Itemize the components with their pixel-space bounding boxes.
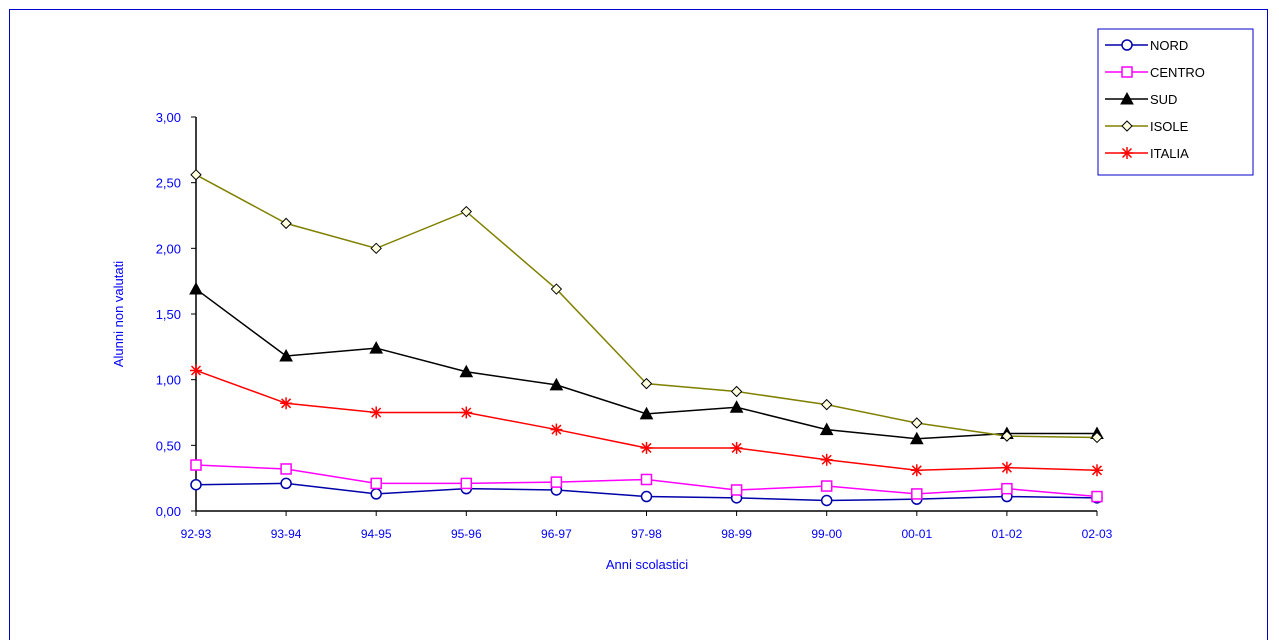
- legend-label: NORD: [1150, 38, 1188, 53]
- data-point: [730, 441, 743, 454]
- x-tick-label: 99-00: [811, 527, 842, 541]
- data-point: [190, 478, 202, 491]
- data-point: [1121, 66, 1133, 78]
- data-point: [370, 477, 382, 490]
- data-point: [369, 341, 384, 354]
- data-point: [460, 406, 473, 419]
- x-axis-label: Anni scolastici: [606, 557, 688, 572]
- data-point: [370, 242, 382, 255]
- data-point: [820, 480, 833, 492]
- data-point: [820, 398, 833, 411]
- data-point: [639, 406, 654, 420]
- data-point: [1121, 39, 1133, 51]
- data-point: [909, 431, 924, 445]
- data-point: [911, 488, 923, 500]
- data-point: [460, 205, 473, 218]
- x-tick-label: 94-95: [361, 527, 392, 541]
- series-group: [189, 169, 1104, 507]
- data-point: [190, 459, 202, 471]
- data-point: [1120, 91, 1134, 105]
- legend-item: ITALIA: [1105, 146, 1189, 161]
- data-point: [640, 441, 653, 454]
- data-point: [1091, 431, 1103, 444]
- data-point: [820, 494, 833, 507]
- y-tick-label: 2,50: [156, 176, 181, 191]
- data-point: [640, 490, 653, 503]
- data-point: [1001, 430, 1013, 442]
- legend-label: SUD: [1150, 92, 1177, 107]
- x-tick-label: 01-02: [992, 527, 1023, 541]
- data-point: [280, 463, 292, 475]
- data-point: [1121, 147, 1133, 159]
- data-point: [730, 484, 743, 496]
- data-point: [640, 377, 653, 390]
- y-tick-label: 1,00: [156, 373, 181, 388]
- legend: NORD CENTRO SUD ISOLE ITALIA: [1097, 28, 1254, 176]
- data-point: [370, 406, 383, 419]
- series-sud: [189, 282, 1104, 445]
- series-isole: [190, 169, 1103, 444]
- y-axis-label: Alunni non valutati: [111, 261, 126, 367]
- x-tick-label: 02-03: [1082, 527, 1113, 541]
- x-tick-label: 97-98: [631, 527, 662, 541]
- series-centro: [190, 459, 1103, 503]
- data-point: [280, 217, 292, 230]
- data-point: [280, 477, 292, 490]
- data-point: [1091, 490, 1103, 503]
- y-tick-label: 2,00: [156, 241, 181, 256]
- chart-frame: [9, 9, 1268, 640]
- x-tick-label: 98-99: [721, 527, 752, 541]
- data-point: [820, 453, 833, 466]
- y-tick-label: 3,00: [156, 110, 181, 125]
- data-point: [550, 423, 563, 436]
- data-point: [459, 364, 474, 378]
- data-point: [279, 348, 293, 362]
- data-point: [1000, 461, 1013, 474]
- x-tick-label: 00-01: [901, 527, 932, 541]
- data-point: [190, 364, 202, 377]
- series-italia: [190, 364, 1103, 477]
- data-point: [280, 397, 293, 410]
- data-point: [189, 282, 203, 295]
- series-line: [195, 174, 1098, 439]
- data-point: [460, 477, 473, 490]
- data-point: [370, 488, 382, 500]
- data-point: [640, 473, 653, 486]
- legend-item: ISOLE: [1105, 119, 1189, 134]
- data-point: [729, 400, 744, 413]
- legend-label: ISOLE: [1150, 119, 1189, 134]
- data-point: [730, 385, 743, 398]
- x-tick-label: 92-93: [181, 527, 212, 541]
- legend-label: ITALIA: [1150, 146, 1189, 161]
- data-point: [190, 169, 202, 181]
- data-point: [1001, 482, 1013, 495]
- data-point: [910, 464, 923, 477]
- data-point: [1121, 120, 1133, 132]
- data-point: [550, 476, 563, 488]
- data-point: [550, 283, 563, 295]
- legend-item: CENTRO: [1105, 65, 1205, 80]
- data-point: [819, 422, 834, 436]
- x-tick-label: 95-96: [451, 527, 482, 541]
- legend-item: NORD: [1105, 38, 1188, 53]
- legend-label: CENTRO: [1150, 65, 1205, 80]
- data-point: [1091, 464, 1103, 477]
- legend-item: SUD: [1105, 91, 1177, 107]
- axes: 0,00 0,50 1,00 1,50 2,00 2,50 3,00 92-93 93-94 94…: [156, 110, 1113, 541]
- x-tick-label: 96-97: [541, 527, 572, 541]
- y-tick-label: 1,50: [156, 307, 181, 322]
- y-tick-label: 0,00: [156, 504, 181, 519]
- data-point: [911, 417, 923, 429]
- y-tick-label: 0,50: [156, 438, 181, 453]
- data-point: [549, 377, 564, 391]
- x-tick-label: 93-94: [271, 527, 302, 541]
